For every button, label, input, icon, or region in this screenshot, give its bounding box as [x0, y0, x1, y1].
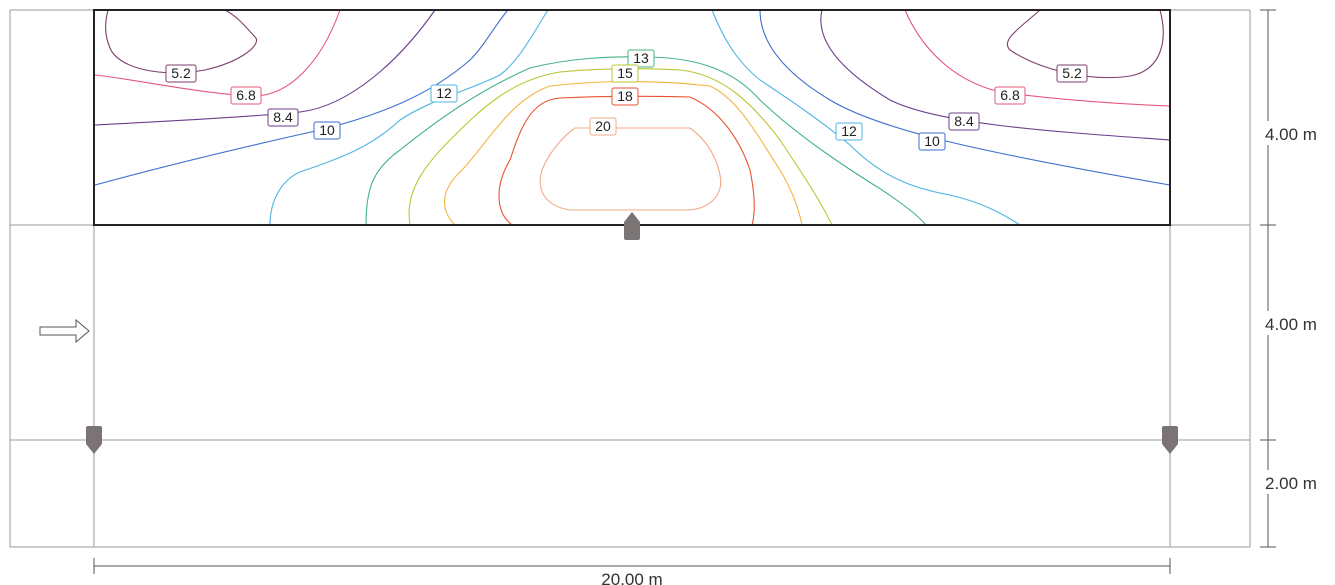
svg-text:12: 12: [436, 85, 452, 101]
luminaire-group: [86, 212, 1178, 454]
contour-label: 5.2: [1056, 64, 1088, 83]
svg-text:20: 20: [595, 118, 611, 134]
isoline: [820, 9, 1171, 141]
svg-text:8.4: 8.4: [954, 113, 974, 129]
isoline: [539, 127, 722, 211]
width-label: 20.00 m: [601, 570, 662, 585]
contour-label: 8.4: [948, 112, 980, 131]
svg-text:5.2: 5.2: [1062, 65, 1082, 81]
svg-text:6.8: 6.8: [236, 87, 256, 103]
luminaire-icon[interactable]: [1162, 426, 1178, 454]
contour-label: 15: [611, 64, 639, 83]
contour-label: 5.2: [165, 64, 197, 83]
contour-label: 12: [430, 84, 458, 103]
contour-label: 6.8: [994, 86, 1026, 105]
svg-text:10: 10: [319, 122, 335, 138]
isoline: [904, 9, 1171, 107]
contour-label: 20: [589, 117, 617, 136]
zone-height-label: 4.00 m: [1265, 315, 1317, 334]
zone-height-label: 4.00 m: [1265, 125, 1317, 144]
isoline: [105, 9, 258, 74]
svg-text:18: 18: [617, 88, 633, 104]
contour-label: 18: [611, 87, 639, 106]
horizontal-dimension: 20.00 m: [93, 558, 1171, 585]
contour-label: 8.4: [267, 108, 299, 127]
isoline: [94, 9, 509, 186]
vertical-dimension: 4.00 m 4.00 m 2.00 m: [1260, 9, 1334, 548]
isoline: [94, 9, 436, 126]
isoline: [759, 9, 1171, 186]
contour-label-group: 5.2 6.8 8.4 10 12 13 15 18: [165, 49, 1088, 151]
svg-text:8.4: 8.4: [273, 109, 293, 125]
isoline: [94, 9, 341, 97]
right-arrow-icon: [39, 318, 90, 344]
contour-label: 6.8: [230, 86, 262, 105]
svg-text:15: 15: [617, 65, 633, 81]
zone-height-label: 2.00 m: [1265, 474, 1317, 493]
contour-label: 10: [918, 132, 946, 151]
svg-text:10: 10: [924, 133, 940, 149]
contour-label: 13: [627, 49, 655, 68]
luminaire-icon[interactable]: [86, 426, 102, 454]
svg-text:6.8: 6.8: [1000, 87, 1020, 103]
svg-text:5.2: 5.2: [171, 65, 191, 81]
contour-label: 12: [835, 122, 863, 141]
svg-text:12: 12: [841, 123, 857, 139]
luminaire-icon[interactable]: [624, 212, 640, 240]
isoline-group: [94, 9, 1171, 226]
isoline: [269, 9, 1021, 226]
contour-label: 10: [313, 121, 341, 140]
calculation-area: [93, 9, 1171, 226]
svg-text:13: 13: [633, 50, 649, 66]
